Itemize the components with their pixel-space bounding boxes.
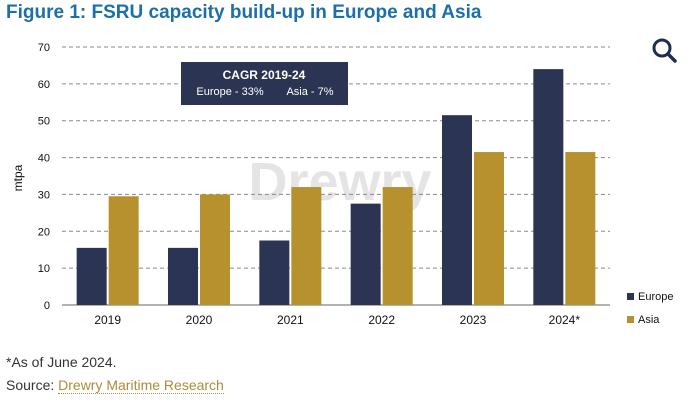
y-tick-label: 60: [38, 79, 50, 91]
legend-swatch: [627, 293, 634, 300]
x-tick-label: 2022: [368, 313, 395, 327]
bar-asia-2021: [291, 187, 322, 305]
annotation-europe: Europe - 33%: [196, 86, 263, 98]
search-button[interactable]: [648, 34, 682, 68]
x-tick-label: 2023: [460, 313, 487, 327]
source-prefix: Source:: [6, 377, 59, 393]
source-line: Source: Drewry Maritime Research: [6, 377, 224, 394]
footnote: *As of June 2024.: [6, 354, 117, 370]
bar-europe-2024: [533, 69, 564, 305]
bar-europe-2022: [350, 203, 381, 305]
search-icon: [652, 38, 677, 63]
bar-europe-2021: [259, 240, 290, 305]
source-link[interactable]: Drewry Maritime Research: [58, 377, 224, 394]
tick-layer: 0 10 20 30 40 50 60 70 2019 2020 2021 2022 2023 2024*: [38, 42, 581, 327]
bar-asia-2020: [200, 194, 230, 305]
cagr-annotation-box: CAGR 2019-24 Europe - 33% Asia - 7%: [181, 62, 348, 105]
bar-europe-2023: [442, 115, 472, 305]
figure-title: Figure 1: FSRU capacity build-up in Euro…: [6, 2, 482, 23]
y-axis-label: mtpa: [11, 164, 25, 191]
y-tick-label: 40: [38, 153, 50, 165]
bar-layer: [76, 69, 596, 305]
y-tick-label: 20: [38, 226, 50, 238]
x-tick-label: 2021: [277, 313, 304, 327]
bar-europe-2019: [76, 247, 107, 305]
y-tick-label: 50: [38, 116, 50, 128]
y-tick-label: 70: [38, 42, 50, 54]
bar-asia-2023: [474, 152, 504, 305]
legend-label: Europe: [638, 291, 673, 303]
annotation-box-background: [181, 62, 348, 105]
bar-europe-2020: [168, 247, 198, 305]
bar-asia-2022: [382, 187, 413, 305]
bar-asia-2019: [108, 196, 139, 305]
y-tick-label: 0: [44, 300, 50, 312]
x-tick-label: 2024*: [549, 313, 581, 327]
annotation-asia: Asia - 7%: [286, 86, 333, 98]
y-tick-label: 10: [38, 263, 50, 275]
legend-label: Asia: [638, 314, 660, 326]
x-tick-label: 2019: [94, 313, 121, 327]
annotation-title: CAGR 2019-24: [223, 68, 306, 82]
legend: Europe Asia: [627, 291, 673, 326]
x-tick-label: 2020: [186, 313, 213, 327]
legend-swatch: [627, 316, 634, 323]
y-tick-label: 30: [38, 189, 50, 201]
bar-asia-2024: [565, 152, 596, 305]
